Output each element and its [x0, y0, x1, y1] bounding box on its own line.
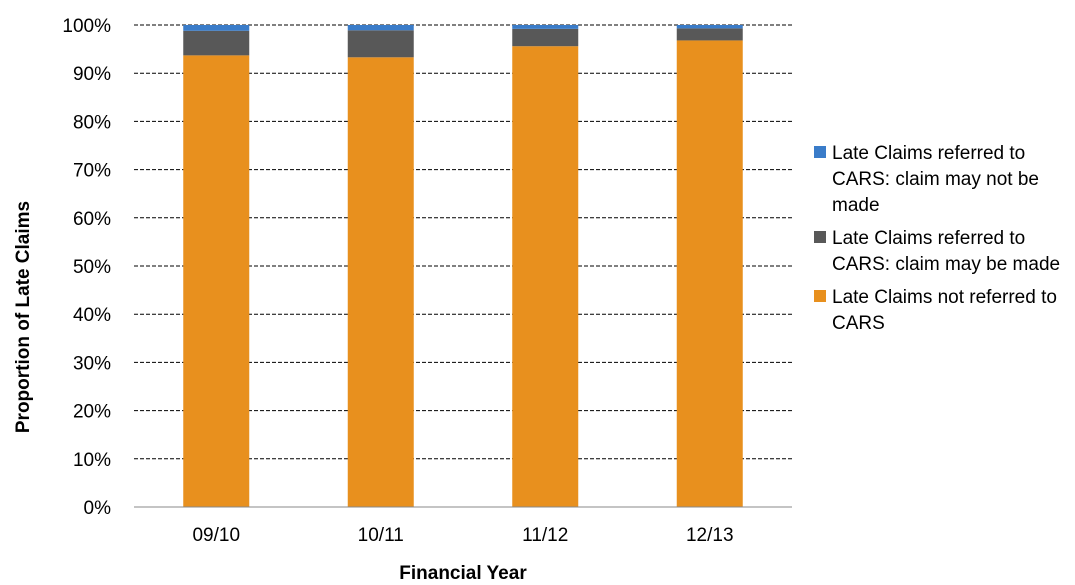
legend-label: Late Claims not referred to CARS — [832, 287, 1057, 334]
bar-segment — [347, 57, 414, 507]
y-tick-labels: 0% 10% 20% 30% 40% 50% 60% 70% 80% 90% 100% — [62, 16, 111, 519]
legend-swatch — [814, 146, 826, 158]
bars — [183, 25, 743, 508]
y-tick-label: 70% — [73, 161, 111, 182]
bar-segment — [512, 25, 579, 29]
y-tick-label: 50% — [73, 257, 111, 278]
x-tick-label: 12/13 — [686, 525, 734, 546]
y-tick-label: 10% — [73, 450, 111, 471]
y-tick-label: 100% — [62, 16, 111, 37]
x-tick-labels: 09/10 10/11 11/12 12/13 — [192, 525, 733, 546]
legend: Late Claims referred to CARS: claim may … — [814, 141, 1074, 344]
y-tick-label: 40% — [73, 305, 111, 326]
legend-item: Late Claims not referred to CARS — [814, 285, 1074, 337]
legend-label: Late Claims referred to CARS: claim may … — [832, 143, 1039, 216]
y-tick-label: 90% — [73, 64, 111, 85]
legend-item: Late Claims referred to CARS: claim may … — [814, 141, 1074, 219]
bar-segment — [183, 55, 250, 508]
y-tick-label: 0% — [84, 498, 112, 519]
y-axis-title: Proportion of Late Claims — [13, 201, 34, 433]
bar-segment — [676, 40, 743, 507]
y-tick-label: 20% — [73, 402, 111, 423]
bar-segment — [512, 46, 579, 507]
y-tick-label: 60% — [73, 209, 111, 230]
x-tick-label: 10/11 — [358, 525, 404, 546]
bar-segment — [676, 25, 743, 29]
x-axis-title: Financial Year — [399, 563, 527, 584]
bar-segment — [676, 28, 743, 41]
y-tick-label: 80% — [73, 112, 111, 133]
legend-label: Late Claims referred to CARS: claim may … — [832, 228, 1061, 275]
bar-segment — [347, 30, 414, 58]
bar-segment — [347, 25, 414, 31]
legend-swatch — [814, 290, 826, 302]
legend-item: Late Claims referred to CARS: claim may … — [814, 226, 1074, 278]
y-tick-label: 30% — [73, 353, 111, 374]
bar-segment — [183, 25, 250, 31]
x-tick-label: 11/12 — [522, 525, 568, 546]
legend-swatch — [814, 231, 826, 243]
bar-segment — [183, 30, 250, 56]
bar-segment — [512, 28, 579, 47]
x-tick-label: 09/10 — [192, 525, 240, 546]
